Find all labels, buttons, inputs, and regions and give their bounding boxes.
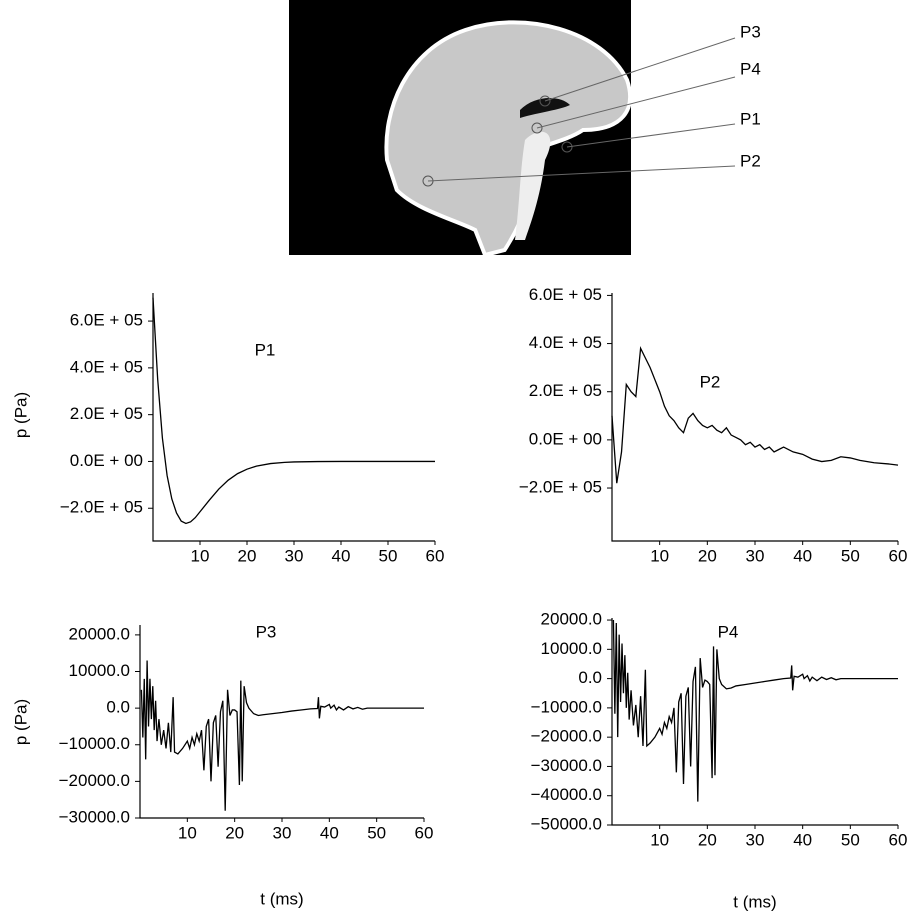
x-tick-label: 40 [793,546,812,565]
axes [611,293,898,542]
y-tick-label: 10000.0 [541,639,602,658]
y-tick-label: 0.0E + 00 [529,429,602,448]
x-axis-label: t (ms) [260,889,303,908]
y-tick-label: 20000.0 [541,610,602,629]
x-tick-label: 30 [285,546,304,565]
point-label: P4 [740,59,761,78]
y-tick-label: 4.0E + 05 [529,333,602,352]
data-line [152,297,435,525]
y-tick-label: 0.0 [106,698,130,717]
axes [139,625,424,819]
y-tick-label: −30000.0 [59,807,130,826]
y-tick-label: −10000.0 [531,697,602,716]
x-tick-label: 40 [320,823,339,842]
y-tick-label: −10000.0 [59,734,130,753]
x-tick-label: 20 [238,546,257,565]
point-label: P2 [740,151,761,170]
x-tick-label: 30 [746,546,765,565]
x-tick-label: 10 [191,546,210,565]
x-tick-label: 50 [841,546,860,565]
y-tick-label: 0.0E + 00 [70,451,143,470]
x-tick-label: 40 [793,830,812,849]
x-tick-label: 30 [273,823,292,842]
data-line [140,660,424,811]
y-tick-label: −20000.0 [531,727,602,746]
x-tick-label: 60 [889,546,908,565]
data-line [612,620,898,802]
x-tick-label: 60 [889,830,908,849]
x-tick-label: 50 [367,823,386,842]
axes [152,293,435,542]
x-tick-label: 10 [650,546,669,565]
x-axis-label: t (ms) [733,892,776,911]
y-tick-label: −40000.0 [531,785,602,804]
y-tick-label: 4.0E + 05 [70,357,143,376]
y-tick-label: 6.0E + 05 [70,311,143,330]
y-tick-label: 2.0E + 05 [529,381,602,400]
x-tick-label: 60 [415,823,434,842]
x-tick-label: 60 [426,546,445,565]
x-tick-label: 50 [841,830,860,849]
y-tick-label: −20000.0 [59,771,130,790]
x-tick-label: 10 [650,830,669,849]
y-tick-label: −2.0E + 05 [519,478,602,497]
point-label: P1 [740,109,761,128]
y-axis-label: p (Pa) [11,699,30,745]
x-tick-label: 10 [178,823,197,842]
chart-title: P1 [255,340,276,359]
x-tick-label: 30 [746,830,765,849]
y-tick-label: −2.0E + 05 [60,498,143,517]
y-tick-label: 2.0E + 05 [70,404,143,423]
y-tick-label: 6.0E + 05 [529,285,602,304]
y-tick-label: 10000.0 [69,661,130,680]
x-tick-label: 50 [379,546,398,565]
chart-title: P3 [256,622,277,641]
x-tick-label: 40 [332,546,351,565]
chart-title: P4 [718,622,739,641]
x-tick-label: 20 [698,830,717,849]
y-axis-label: p (Pa) [11,392,30,438]
data-line [611,346,899,484]
y-tick-label: 20000.0 [69,624,130,643]
x-tick-label: 20 [225,823,244,842]
y-tick-label: −50000.0 [531,814,602,833]
brain-image [289,0,736,258]
point-label: P3 [740,22,761,41]
y-tick-label: 0.0 [578,668,602,687]
x-tick-label: 20 [698,546,717,565]
y-tick-label: −30000.0 [531,756,602,775]
chart-title: P2 [700,372,721,391]
axes [611,618,898,826]
